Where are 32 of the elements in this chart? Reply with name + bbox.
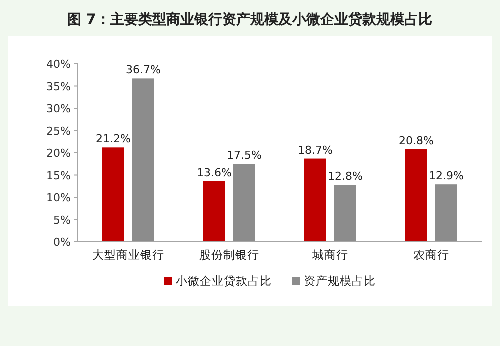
data-label: 36.7%: [126, 64, 161, 77]
x-tick-label: 农商行: [414, 248, 450, 262]
y-tick-label: 40%: [46, 58, 71, 71]
data-label: 12.9%: [429, 170, 464, 183]
data-label: 21.2%: [96, 132, 131, 146]
y-tick-label: 0%: [54, 236, 71, 249]
legend-label: 小微企业贷款占比: [176, 274, 272, 288]
bar: [406, 149, 428, 242]
y-tick-label: 10%: [46, 192, 71, 204]
chart-title: 图 7：主要类型商业银行资产规模及小微企业贷款规模占比: [68, 11, 432, 28]
y-tick-label: 15%: [46, 169, 71, 182]
y-tick-label: 30%: [46, 102, 71, 116]
bar: [234, 164, 256, 242]
data-label: 20.8%: [399, 134, 434, 148]
y-tick-label: 20%: [46, 147, 71, 160]
legend-label: 资产规模占比: [304, 274, 376, 288]
x-tick-label: 大型商业银行: [92, 248, 164, 262]
y-tick-label: 5%: [54, 214, 71, 227]
y-tick-label: 25%: [46, 124, 71, 138]
data-label: 13.6%: [197, 166, 232, 180]
bar: [304, 158, 326, 242]
y-tick-label: 35%: [46, 80, 71, 94]
bar: [204, 181, 226, 242]
bar: [334, 185, 356, 242]
x-tick-label: 股份制银行: [200, 248, 260, 262]
data-label: 12.8%: [328, 170, 363, 184]
bar: [102, 148, 124, 242]
x-tick-label: 城商行: [312, 248, 348, 262]
data-label: 18.7%: [298, 144, 333, 157]
data-label: 17.5%: [227, 149, 262, 162]
bar: [132, 78, 154, 242]
bar: [436, 184, 458, 242]
